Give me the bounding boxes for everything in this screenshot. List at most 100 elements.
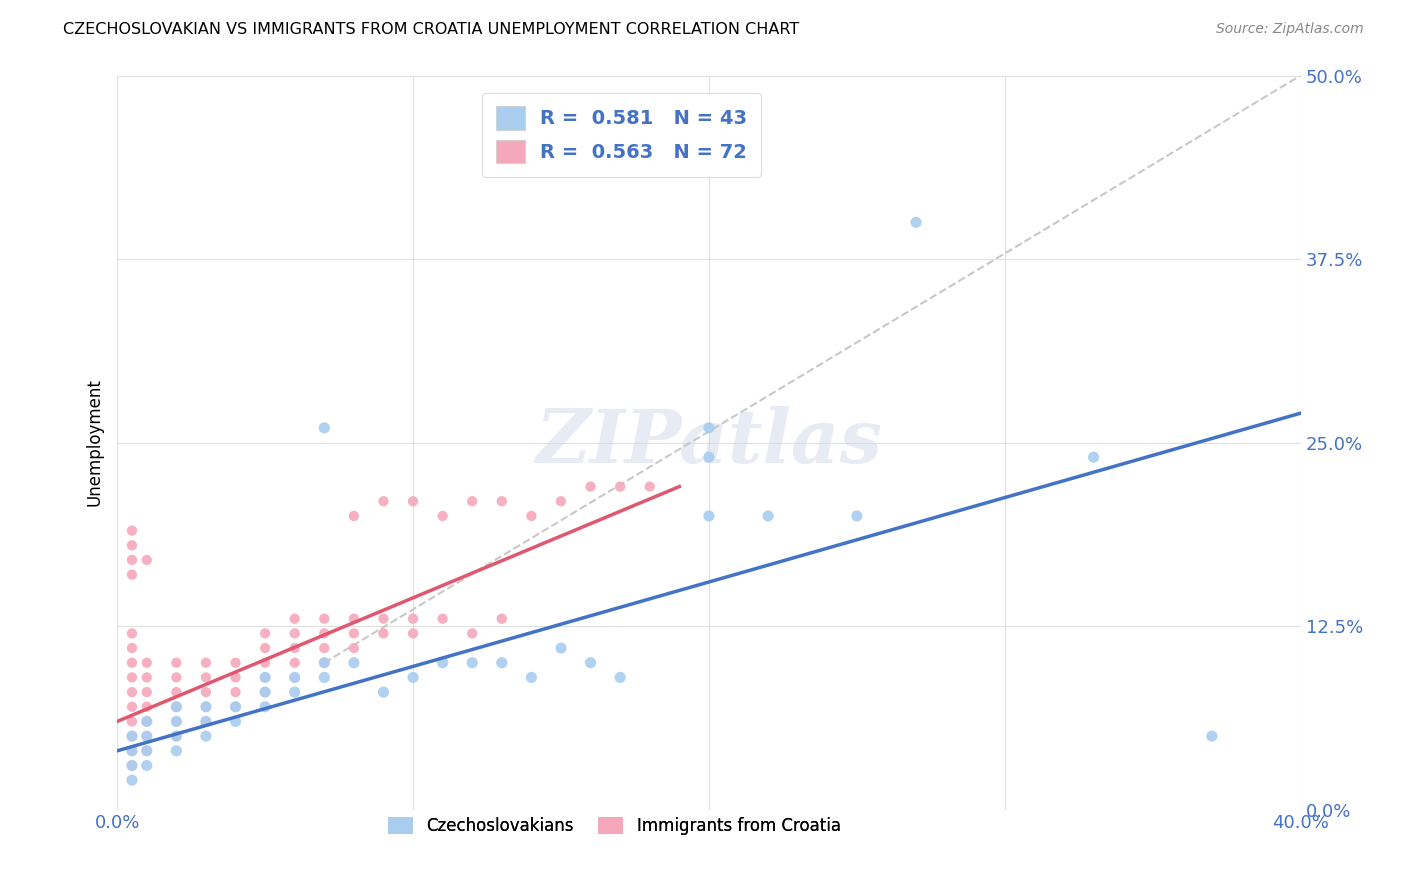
Point xyxy=(135,758,157,772)
Point xyxy=(121,758,143,772)
Point xyxy=(491,656,513,670)
Point xyxy=(461,656,484,670)
Point xyxy=(121,524,143,538)
Point xyxy=(697,508,720,523)
Point xyxy=(432,612,454,626)
Point xyxy=(756,508,779,523)
Point xyxy=(254,641,277,656)
Point xyxy=(165,729,187,743)
Point xyxy=(461,494,484,508)
Point xyxy=(284,612,307,626)
Point xyxy=(135,553,157,567)
Point xyxy=(194,729,217,743)
Point xyxy=(225,670,247,684)
Point xyxy=(254,685,277,699)
Point xyxy=(402,626,425,640)
Point xyxy=(121,699,143,714)
Point xyxy=(373,612,395,626)
Point xyxy=(135,729,157,743)
Point xyxy=(135,729,157,743)
Point xyxy=(432,508,454,523)
Point xyxy=(343,612,366,626)
Point xyxy=(165,744,187,758)
Point xyxy=(121,744,143,758)
Point xyxy=(225,685,247,699)
Point xyxy=(121,744,143,758)
Point xyxy=(284,670,307,684)
Point xyxy=(121,626,143,640)
Point xyxy=(402,494,425,508)
Point xyxy=(343,656,366,670)
Point xyxy=(135,656,157,670)
Point xyxy=(373,685,395,699)
Point xyxy=(121,714,143,729)
Text: ZIPatlas: ZIPatlas xyxy=(536,406,883,479)
Point xyxy=(135,744,157,758)
Point xyxy=(135,714,157,729)
Point xyxy=(845,508,868,523)
Point xyxy=(402,612,425,626)
Point xyxy=(121,538,143,552)
Point xyxy=(135,670,157,684)
Point xyxy=(135,699,157,714)
Point xyxy=(284,685,307,699)
Point xyxy=(121,553,143,567)
Point xyxy=(609,670,631,684)
Text: Source: ZipAtlas.com: Source: ZipAtlas.com xyxy=(1216,22,1364,37)
Point xyxy=(121,656,143,670)
Point xyxy=(697,450,720,465)
Point xyxy=(343,626,366,640)
Point xyxy=(165,685,187,699)
Point xyxy=(609,479,631,493)
Point xyxy=(121,567,143,582)
Point xyxy=(284,626,307,640)
Point xyxy=(314,670,336,684)
Point xyxy=(579,479,602,493)
Point xyxy=(520,670,543,684)
Point xyxy=(194,670,217,684)
Point xyxy=(121,729,143,743)
Point xyxy=(194,699,217,714)
Point xyxy=(343,641,366,656)
Point xyxy=(432,656,454,670)
Point xyxy=(194,685,217,699)
Point xyxy=(697,421,720,435)
Point xyxy=(284,656,307,670)
Point xyxy=(135,685,157,699)
Point xyxy=(121,685,143,699)
Point xyxy=(284,670,307,684)
Point xyxy=(550,494,572,508)
Point xyxy=(225,699,247,714)
Point xyxy=(121,773,143,788)
Legend: Czechoslovakians, Immigrants from Croatia: Czechoslovakians, Immigrants from Croati… xyxy=(381,810,848,841)
Point xyxy=(165,699,187,714)
Text: CZECHOSLOVAKIAN VS IMMIGRANTS FROM CROATIA UNEMPLOYMENT CORRELATION CHART: CZECHOSLOVAKIAN VS IMMIGRANTS FROM CROAT… xyxy=(63,22,800,37)
Point xyxy=(314,421,336,435)
Point xyxy=(254,670,277,684)
Point xyxy=(461,626,484,640)
Y-axis label: Unemployment: Unemployment xyxy=(86,378,103,507)
Point xyxy=(373,626,395,640)
Point xyxy=(491,612,513,626)
Point xyxy=(284,641,307,656)
Point xyxy=(905,215,928,229)
Point xyxy=(121,670,143,684)
Point xyxy=(254,699,277,714)
Point xyxy=(165,714,187,729)
Point xyxy=(225,656,247,670)
Point xyxy=(225,714,247,729)
Point xyxy=(121,758,143,772)
Point xyxy=(491,494,513,508)
Point xyxy=(314,656,336,670)
Point xyxy=(638,479,661,493)
Point xyxy=(314,612,336,626)
Point xyxy=(1201,729,1223,743)
Point xyxy=(373,494,395,508)
Point xyxy=(135,744,157,758)
Point xyxy=(135,714,157,729)
Point xyxy=(194,714,217,729)
Point xyxy=(194,699,217,714)
Point xyxy=(343,508,366,523)
Point xyxy=(1083,450,1105,465)
Point xyxy=(579,656,602,670)
